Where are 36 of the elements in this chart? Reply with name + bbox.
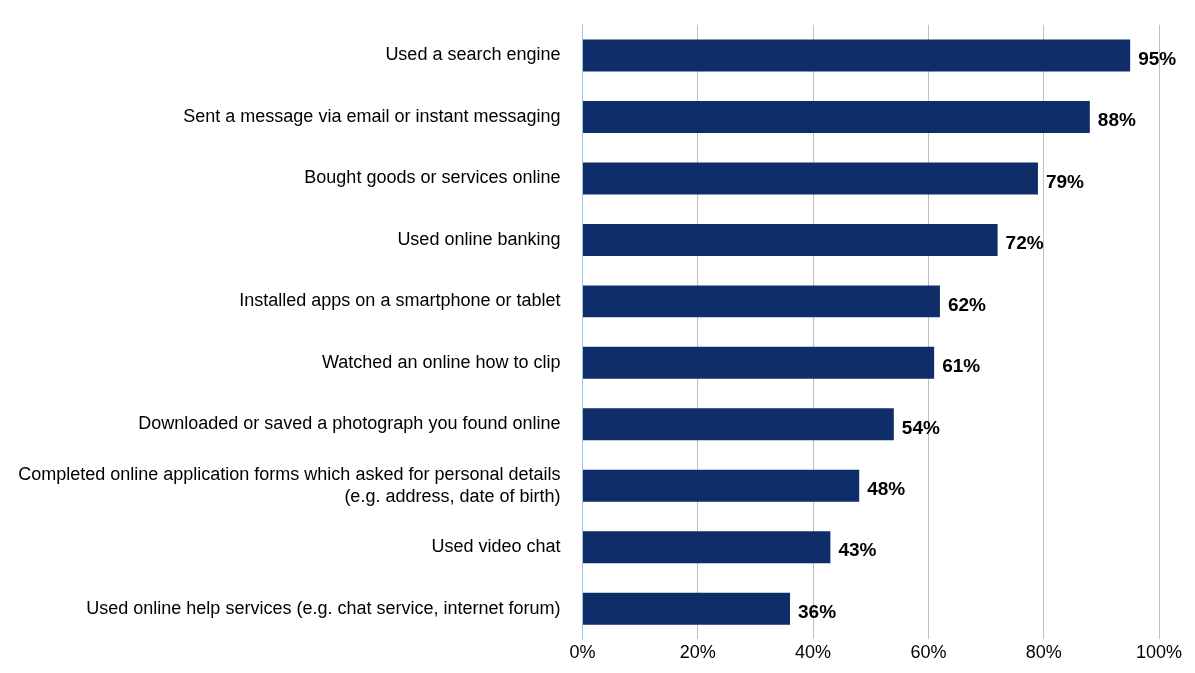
bar bbox=[583, 592, 791, 625]
x-tick-label: 20% bbox=[679, 642, 716, 663]
x-tick-label: 0% bbox=[569, 642, 596, 663]
data-label: 43% bbox=[838, 539, 877, 561]
y-tick-label: Sent a message via email or instant messaging bbox=[183, 105, 561, 126]
y-tick-label: Completed online application forms which asked for personal details (e.g. address, date of birth) bbox=[18, 463, 561, 506]
y-tick-label: Used online banking bbox=[397, 228, 561, 249]
x-tick-label: 100% bbox=[1135, 642, 1183, 663]
bar bbox=[583, 101, 1090, 133]
bar bbox=[583, 285, 940, 318]
y-tick-label: Watched an online how to clip bbox=[322, 351, 561, 372]
bar bbox=[583, 346, 935, 379]
y-tick-label: Used video chat bbox=[431, 536, 561, 557]
data-label: 61% bbox=[942, 355, 981, 377]
bar bbox=[583, 162, 1038, 195]
bar bbox=[583, 223, 998, 256]
y-tick-label: Used online help services (e.g. chat service, internet forum) bbox=[86, 597, 561, 618]
y-tick-label: Used a search engine bbox=[385, 44, 561, 65]
bar bbox=[583, 469, 860, 502]
y-tick-label: Downloaded or saved a photograph you found online bbox=[138, 413, 561, 434]
data-label: 54% bbox=[901, 416, 940, 438]
bar bbox=[583, 408, 894, 441]
data-label: 88% bbox=[1097, 109, 1136, 131]
data-label: 72% bbox=[1005, 232, 1044, 254]
y-tick-label: Bought goods or services online bbox=[304, 167, 561, 188]
data-label: 62% bbox=[947, 293, 987, 315]
x-tick-label: 80% bbox=[1025, 642, 1062, 663]
data-label: 48% bbox=[867, 477, 906, 499]
y-tick-label: Installed apps on a smartphone or tablet bbox=[239, 290, 561, 311]
bar bbox=[583, 39, 1131, 72]
x-tick-label: 40% bbox=[795, 642, 832, 663]
data-label: 36% bbox=[798, 600, 837, 622]
x-tick-label: 60% bbox=[910, 642, 947, 663]
bar bbox=[583, 531, 831, 564]
data-label: 79% bbox=[1045, 170, 1085, 192]
data-label: 95% bbox=[1138, 47, 1177, 69]
